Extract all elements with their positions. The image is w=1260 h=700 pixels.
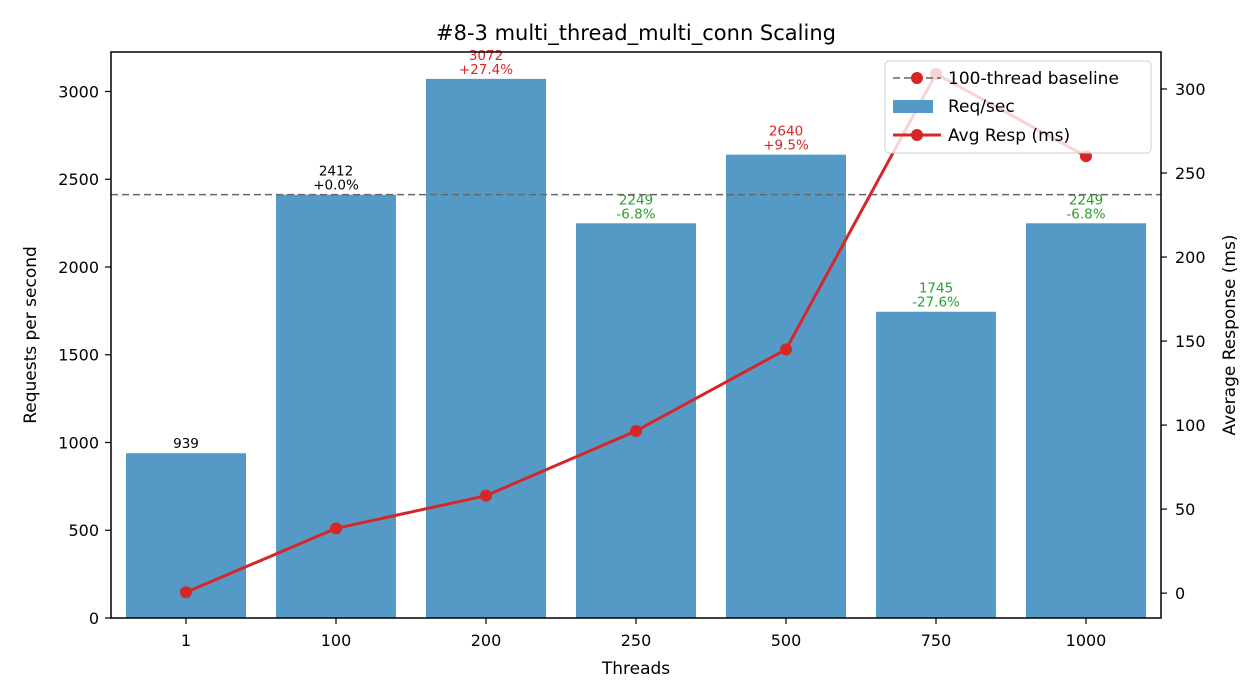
response-point-200 xyxy=(480,489,492,502)
legend: 100-thread baseline Req/sec Avg Resp (ms… xyxy=(884,60,1152,154)
y2-tick-label: 300 xyxy=(1175,80,1206,99)
bar-1000 xyxy=(1026,223,1146,618)
bar-delta-label: +0.0% xyxy=(313,178,359,194)
response-point-1 xyxy=(180,586,192,599)
y2-tick-label: 50 xyxy=(1175,500,1195,519)
bar-100 xyxy=(276,194,396,619)
x-tick-label: 200 xyxy=(471,631,502,650)
bar-value-label: 2249 xyxy=(619,192,653,208)
x-tick-label: 100 xyxy=(321,631,352,650)
bar-delta-label: -6.8% xyxy=(616,206,655,222)
y2-tick-label: 250 xyxy=(1175,164,1206,183)
chart-title: #8-3 multi_thread_multi_conn Scaling xyxy=(436,21,836,46)
y-tick-label: 1000 xyxy=(58,433,99,452)
response-point-500 xyxy=(780,343,792,356)
response-point-100 xyxy=(330,522,342,535)
bar-delta-label: -6.8% xyxy=(1066,206,1105,222)
bar-value-label: 2640 xyxy=(769,124,803,140)
legend-baseline-marker xyxy=(911,72,923,84)
y2-axis-label: Average Response (ms) xyxy=(1220,235,1240,436)
legend-line-label: Avg Resp (ms) xyxy=(948,126,1070,146)
y-tick-label: 500 xyxy=(68,521,99,540)
bar-delta-label: +27.4% xyxy=(459,62,513,78)
y-tick-label: 1500 xyxy=(58,346,99,365)
bar-labels-group: 9392412+0.0%3072+27.4%2249-6.8%2640+9.5%… xyxy=(173,48,1106,452)
bar-500 xyxy=(726,154,846,618)
legend-box xyxy=(884,60,1152,154)
x-tick-label: 750 xyxy=(921,631,952,650)
bar-250 xyxy=(576,223,696,618)
y2-tick-label: 100 xyxy=(1175,416,1206,435)
legend-bar-label: Req/sec xyxy=(948,97,1015,117)
bar-delta-label: +9.5% xyxy=(763,138,809,154)
y-tick-label: 0 xyxy=(89,609,99,628)
y-axis-right: 0 50 100 150 200 250 300 xyxy=(1161,80,1206,603)
y-axis-label: Requests per second xyxy=(21,246,41,424)
bar-value-label: 1745 xyxy=(919,281,953,297)
bar-200 xyxy=(426,78,546,618)
bar-delta-label: -27.6% xyxy=(912,295,960,311)
response-point-250 xyxy=(630,424,642,437)
y-tick-label: 2000 xyxy=(58,258,99,277)
bar-value-label: 2249 xyxy=(1069,192,1103,208)
bar-750 xyxy=(876,311,996,618)
y2-tick-label: 0 xyxy=(1175,584,1185,603)
y2-tick-label: 200 xyxy=(1175,248,1206,267)
bars-group xyxy=(126,78,1146,619)
x-tick-label: 500 xyxy=(771,631,802,650)
y-axis-left: 0 500 1000 1500 2000 2500 3000 xyxy=(58,82,111,628)
y-tick-label: 2500 xyxy=(58,170,99,189)
x-axis-label: Threads xyxy=(601,659,670,679)
bar-value-label: 2412 xyxy=(319,164,353,180)
legend-line-marker xyxy=(911,129,923,141)
bar-value-label: 939 xyxy=(173,436,199,452)
x-tick-label: 1 xyxy=(181,631,191,650)
y2-tick-label: 150 xyxy=(1175,332,1206,351)
x-axis: 1 100 200 250 500 750 1000 xyxy=(181,618,1106,650)
x-tick-label: 1000 xyxy=(1066,631,1107,650)
x-tick-label: 250 xyxy=(621,631,652,650)
legend-baseline-label: 100-thread baseline xyxy=(948,69,1119,89)
legend-bar-swatch xyxy=(893,100,933,113)
y-tick-label: 3000 xyxy=(58,82,99,101)
